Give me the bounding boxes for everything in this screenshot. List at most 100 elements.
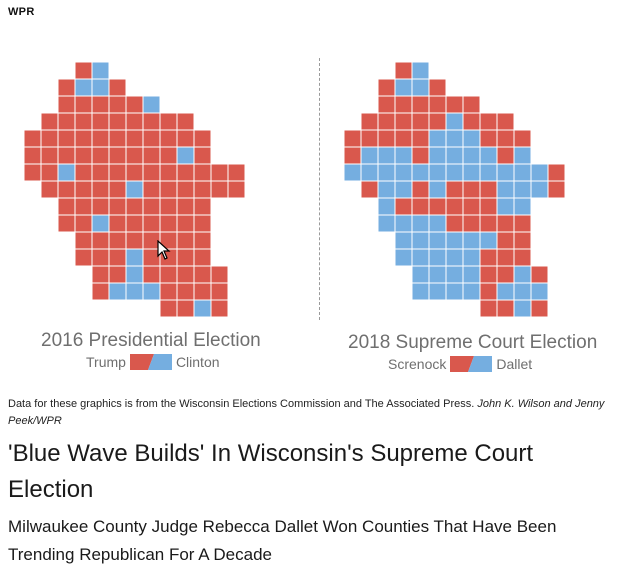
county-blue bbox=[411, 163, 430, 182]
county-red bbox=[513, 248, 532, 267]
county-red bbox=[159, 265, 178, 284]
county-red bbox=[57, 78, 76, 97]
article-subhead: Milwaukee County Judge Rebecca Dallet Wo… bbox=[8, 517, 557, 564]
county-blue bbox=[394, 214, 413, 233]
caption-text: Data for these graphics is from the Wisc… bbox=[8, 398, 475, 410]
county-red bbox=[479, 299, 498, 318]
county-red bbox=[445, 95, 464, 114]
county-red bbox=[74, 197, 93, 216]
county-blue bbox=[445, 146, 464, 165]
county-red bbox=[428, 197, 447, 216]
county-red bbox=[159, 197, 178, 216]
county-blue bbox=[411, 231, 430, 250]
county-blue bbox=[193, 299, 212, 318]
county-red bbox=[91, 265, 110, 284]
county-red bbox=[360, 129, 379, 148]
county-red bbox=[193, 180, 212, 199]
county-red bbox=[210, 299, 229, 318]
county-red bbox=[91, 146, 110, 165]
county-red bbox=[125, 231, 144, 250]
map-title-2016: 2016 Presidential Election bbox=[41, 330, 261, 351]
county-red bbox=[57, 95, 76, 114]
map-2016-presidential bbox=[23, 61, 246, 318]
county-blue bbox=[411, 61, 430, 80]
county-red bbox=[394, 129, 413, 148]
county-red bbox=[91, 163, 110, 182]
county-red bbox=[193, 265, 212, 284]
county-red bbox=[210, 282, 229, 301]
county-red bbox=[108, 95, 127, 114]
county-red bbox=[176, 265, 195, 284]
county-red bbox=[74, 180, 93, 199]
county-red bbox=[74, 95, 93, 114]
county-red bbox=[547, 163, 566, 182]
county-blue bbox=[125, 282, 144, 301]
county-red bbox=[159, 129, 178, 148]
county-red bbox=[479, 180, 498, 199]
county-red bbox=[142, 265, 161, 284]
county-red bbox=[57, 180, 76, 199]
county-red bbox=[74, 163, 93, 182]
county-blue bbox=[445, 129, 464, 148]
county-red bbox=[159, 112, 178, 131]
county-blue bbox=[530, 163, 549, 182]
county-blue bbox=[91, 214, 110, 233]
brand-logo[interactable]: WPR bbox=[8, 6, 35, 18]
county-red bbox=[394, 197, 413, 216]
county-blue bbox=[428, 146, 447, 165]
county-red bbox=[411, 112, 430, 131]
county-red bbox=[193, 231, 212, 250]
county-red bbox=[462, 95, 481, 114]
county-red bbox=[57, 214, 76, 233]
county-red bbox=[40, 146, 59, 165]
county-blue bbox=[428, 265, 447, 284]
county-red bbox=[479, 112, 498, 131]
county-red bbox=[125, 146, 144, 165]
county-blue bbox=[462, 248, 481, 267]
article-headline[interactable]: 'Blue Wave Builds' In Wisconsin's Suprem… bbox=[8, 440, 534, 503]
county-red bbox=[91, 95, 110, 114]
county-red bbox=[91, 282, 110, 301]
county-red bbox=[411, 197, 430, 216]
county-red bbox=[513, 214, 532, 233]
county-blue bbox=[411, 214, 430, 233]
county-blue bbox=[377, 146, 396, 165]
county-red bbox=[210, 180, 229, 199]
county-blue bbox=[445, 163, 464, 182]
county-red bbox=[74, 231, 93, 250]
county-blue bbox=[462, 231, 481, 250]
county-red bbox=[108, 265, 127, 284]
county-blue bbox=[513, 282, 532, 301]
county-red bbox=[74, 112, 93, 131]
county-red bbox=[394, 95, 413, 114]
county-blue bbox=[91, 78, 110, 97]
county-red bbox=[394, 112, 413, 131]
county-red bbox=[462, 112, 481, 131]
county-red bbox=[108, 180, 127, 199]
county-red bbox=[445, 197, 464, 216]
county-red bbox=[159, 146, 178, 165]
county-red bbox=[74, 146, 93, 165]
county-red bbox=[377, 95, 396, 114]
county-red bbox=[108, 129, 127, 148]
county-red bbox=[479, 197, 498, 216]
county-red bbox=[513, 129, 532, 148]
county-blue bbox=[377, 197, 396, 216]
county-red bbox=[108, 197, 127, 216]
map-divider bbox=[319, 58, 320, 320]
county-red bbox=[74, 129, 93, 148]
county-red bbox=[176, 214, 195, 233]
county-red bbox=[496, 265, 515, 284]
county-blue bbox=[142, 282, 161, 301]
county-red bbox=[125, 214, 144, 233]
county-red bbox=[210, 163, 229, 182]
map-title-2018: 2018 Supreme Court Election bbox=[348, 332, 598, 353]
county-red bbox=[193, 248, 212, 267]
county-red bbox=[530, 265, 549, 284]
county-blue bbox=[462, 265, 481, 284]
county-red bbox=[91, 231, 110, 250]
county-blue bbox=[411, 282, 430, 301]
legend-label-trump: Trump bbox=[86, 354, 126, 370]
county-blue bbox=[513, 163, 532, 182]
county-red bbox=[108, 248, 127, 267]
